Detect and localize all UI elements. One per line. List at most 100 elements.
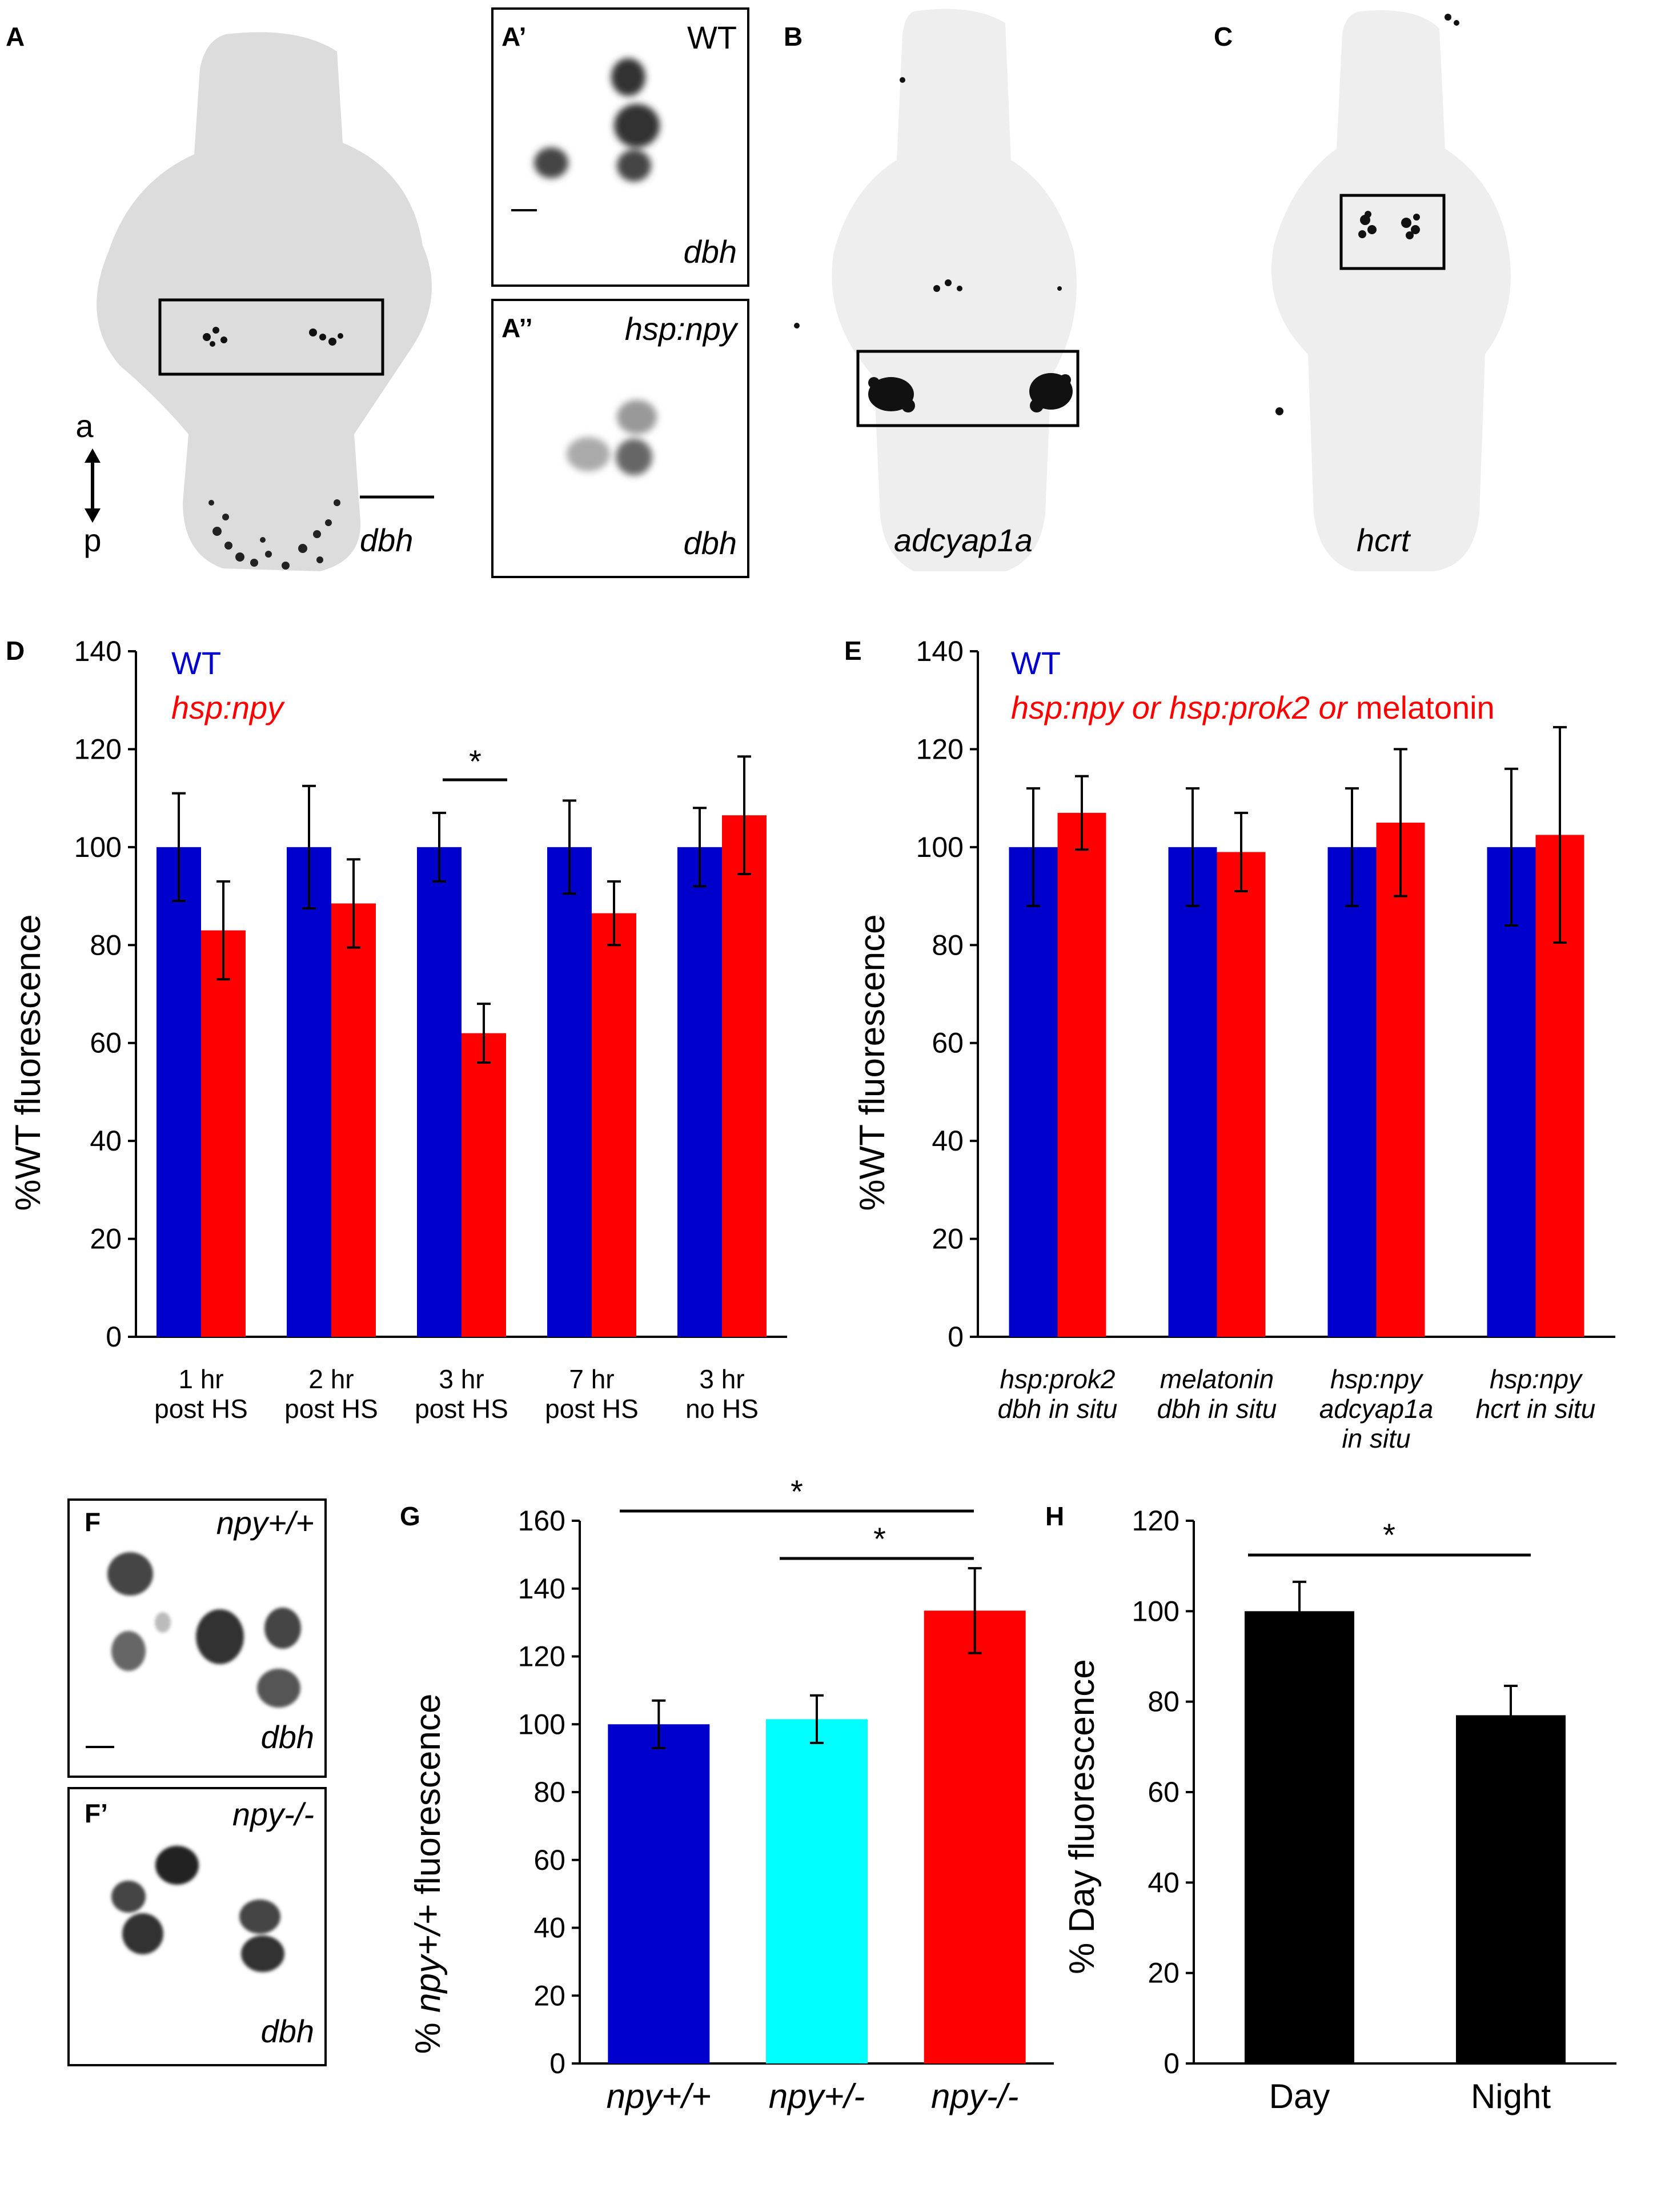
marker-label-f: dbh [261, 1719, 314, 1755]
dbh-cells-f-prime [111, 1846, 284, 1972]
chart-g-sig-star-1: * [791, 1473, 803, 1509]
chart-g: G % npy+/+ fluorescence 0 20 40 60 80 100 120 1… [400, 1473, 1054, 2115]
h-errorbar [1293, 1580, 1306, 1642]
chart-g-sig-star-2: * [873, 1521, 886, 1557]
g-errorbar [968, 1567, 982, 1654]
h-ytick-label: 120 [1132, 1505, 1179, 1537]
d-bar-mut-0 [201, 930, 246, 1337]
e-errorbar [1026, 787, 1040, 907]
g-errorbar [810, 1694, 824, 1744]
panel-c: C hcrt [1214, 10, 1511, 571]
adcyap1a-cells-b [794, 77, 1073, 412]
chart-e: E %WT fluorescence 0 20 40 60 80 100 120 140 hs… [844, 635, 1615, 1453]
genotype-label-a-double-prime: hsp:npy [625, 311, 739, 347]
panel-a-prime-label: A’ [501, 22, 526, 51]
chart-e-ylabel: %WT fluorescence [853, 914, 892, 1211]
e-ytick-label: 100 [916, 831, 964, 863]
d-bar-wt-3 [547, 847, 592, 1337]
e-category-label: adcyap1a [1319, 1394, 1434, 1424]
chart-g-categories: npy+/+ npy+/- npy-/- [607, 2077, 1019, 2115]
chart-e-legend-mut-b: melatonin [1347, 690, 1494, 726]
d-ytick-label: 100 [74, 831, 122, 863]
anterior-posterior-arrow-icon [85, 448, 101, 523]
panel-b-label: B [784, 22, 803, 51]
h-bar-0 [1245, 1611, 1354, 2063]
h-ytick-label: 60 [1148, 1776, 1179, 1808]
d-category-label: post HS [545, 1394, 639, 1424]
panel-e-label: E [844, 636, 862, 666]
h-category-label: Day [1269, 2077, 1330, 2115]
chart-g-ylabel-post: fluorescence [408, 1694, 448, 1905]
e-ytick-label: 20 [932, 1223, 964, 1255]
g-bar-0 [608, 1724, 710, 2063]
brain-silhouette-b [832, 9, 1077, 571]
g-category-label: npy+/- [769, 2077, 865, 2115]
panel-a-double-prime: A’’ hsp:npy dbh [491, 299, 749, 578]
d-bar-wt-0 [157, 847, 201, 1337]
d-errorbar [302, 784, 316, 909]
panel-a-prime: A’ WT dbh [491, 7, 749, 287]
chart-h-significance: * [1248, 1517, 1531, 1557]
e-errorbar [1186, 787, 1199, 907]
chart-e-legend-mut-a: hsp:npy or hsp:prok2 or [1011, 690, 1349, 726]
d-errorbar [737, 755, 751, 875]
chart-g-ylabel-it: npy+/+ [408, 1904, 448, 2013]
chart-d-significance: * [443, 743, 507, 782]
e-ytick-label: 40 [932, 1125, 964, 1157]
d-category-label: post HS [284, 1394, 378, 1424]
g-category-label: npy-/- [931, 2077, 1018, 2115]
d-ytick-label: 0 [106, 1321, 122, 1353]
genotype-label-f: npy+/+ [216, 1505, 314, 1541]
d-category-label: 7 hr [569, 1364, 614, 1394]
region-box-c [1339, 194, 1446, 270]
panel-f-prime: F’ npy-/- dbh [67, 1787, 327, 2066]
d-bar-mut-4 [722, 815, 767, 1337]
chart-d-bars [157, 815, 767, 1337]
panel-a-label: A [6, 22, 25, 51]
dbh-cells-a-double-prime [567, 400, 657, 475]
chart-g-significance: * * [620, 1473, 974, 1560]
region-box-b [856, 350, 1080, 427]
chart-e-legend-wt: WT [1011, 645, 1061, 681]
d-bar-mut-2 [462, 1033, 506, 1337]
d-ytick-label: 80 [90, 929, 122, 961]
e-ytick-label: 140 [916, 635, 964, 667]
region-box-a [158, 298, 384, 376]
h-ytick-label: 100 [1132, 1595, 1179, 1627]
e-ytick-label: 0 [948, 1321, 964, 1353]
dbh-hindbrain-cells [208, 499, 340, 570]
panel-c-label: C [1214, 22, 1233, 51]
e-errorbar [1345, 787, 1359, 907]
d-bar-mut-3 [592, 913, 636, 1337]
chart-d-sig-star: * [469, 743, 482, 779]
e-category-label: hsp:prok2 [1000, 1364, 1115, 1394]
h-category-label: Night [1471, 2077, 1551, 2115]
axis-posterior-label: p [83, 522, 101, 558]
d-category-label: 1 hr [178, 1364, 223, 1394]
e-errorbar [1075, 775, 1089, 851]
e-bar-mut-2 [1376, 823, 1425, 1337]
dbh-cells-f [107, 1552, 301, 1708]
e-category-label: hsp:npy [1330, 1364, 1424, 1394]
brain-silhouette-a [97, 32, 432, 571]
d-category-label: 2 hr [308, 1364, 354, 1394]
g-bar-1 [766, 1719, 868, 2063]
d-ytick-label: 140 [74, 635, 122, 667]
chart-h-sig-star: * [1383, 1517, 1395, 1553]
dbh-cells-a-prime [534, 58, 660, 182]
chart-d-errorbars [172, 755, 751, 1064]
marker-label-a: dbh [360, 522, 413, 558]
e-errorbar [1234, 811, 1248, 892]
e-category-label: hsp:npy [1490, 1364, 1583, 1394]
d-bar-mut-1 [331, 903, 376, 1337]
panel-a-double-prime-label: A’’ [501, 313, 533, 343]
chart-e-bars [1009, 812, 1584, 1337]
e-bar-wt-0 [1009, 847, 1058, 1337]
d-errorbar [563, 799, 576, 895]
d-errorbar [477, 1003, 491, 1064]
e-category-label: in situ [1342, 1424, 1410, 1453]
chart-h-errorbars [1293, 1580, 1518, 1746]
chart-h: H % Day fluorescence 0 20 40 60 80 100 120 Day… [1045, 1501, 1616, 2115]
